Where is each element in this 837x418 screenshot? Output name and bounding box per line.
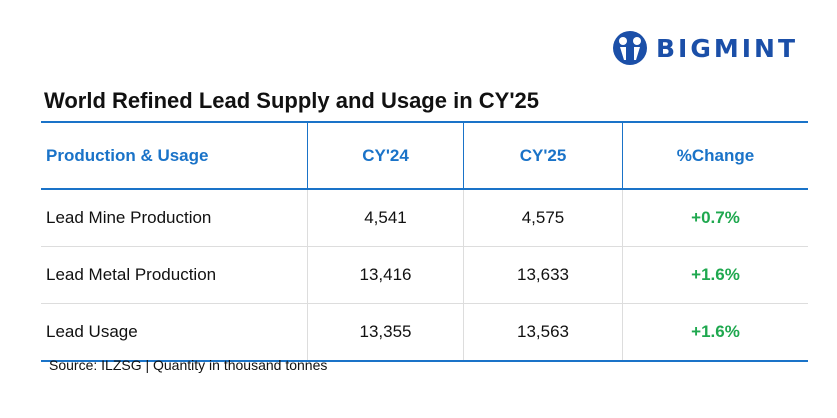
source-note: Source: ILZSG | Quantity in thousand ton… [49, 357, 328, 373]
bigmint-logo: BIGMINT [612, 30, 798, 66]
change-value: +1.6% [622, 246, 808, 304]
change-value: +0.7% [622, 189, 808, 247]
table-row: Lead Metal Production 13,416 13,633 +1.6… [41, 246, 808, 304]
cy25-value: 4,575 [463, 189, 623, 247]
logo-text: BIGMINT [656, 33, 799, 63]
row-label: Lead Metal Production [41, 246, 308, 304]
row-label: Lead Mine Production [41, 189, 308, 247]
cy24-value: 13,355 [307, 303, 464, 362]
page-title: World Refined Lead Supply and Usage in C… [44, 88, 540, 113]
bigmint-logo-icon [613, 31, 647, 65]
change-value: +1.6% [622, 303, 808, 362]
cy24-value: 13,416 [307, 246, 464, 304]
cy25-value: 13,563 [463, 303, 623, 362]
supply-usage-table: Production & Usage CY'24 CY'25 %Change L… [41, 121, 808, 362]
header-production-usage: Production & Usage [41, 121, 308, 190]
table-row: Lead Mine Production 4,541 4,575 +0.7% [41, 189, 808, 247]
header-row: Production & Usage CY'24 CY'25 %Change [41, 121, 808, 190]
cy24-value: 4,541 [307, 189, 464, 247]
table-row: Lead Usage 13,355 13,563 +1.6% [41, 303, 808, 362]
header-change: %Change [622, 121, 808, 190]
header-cy25: CY'25 [463, 121, 623, 190]
header-cy24: CY'24 [307, 121, 464, 190]
row-label: Lead Usage [41, 303, 308, 362]
cy25-value: 13,633 [463, 246, 623, 304]
